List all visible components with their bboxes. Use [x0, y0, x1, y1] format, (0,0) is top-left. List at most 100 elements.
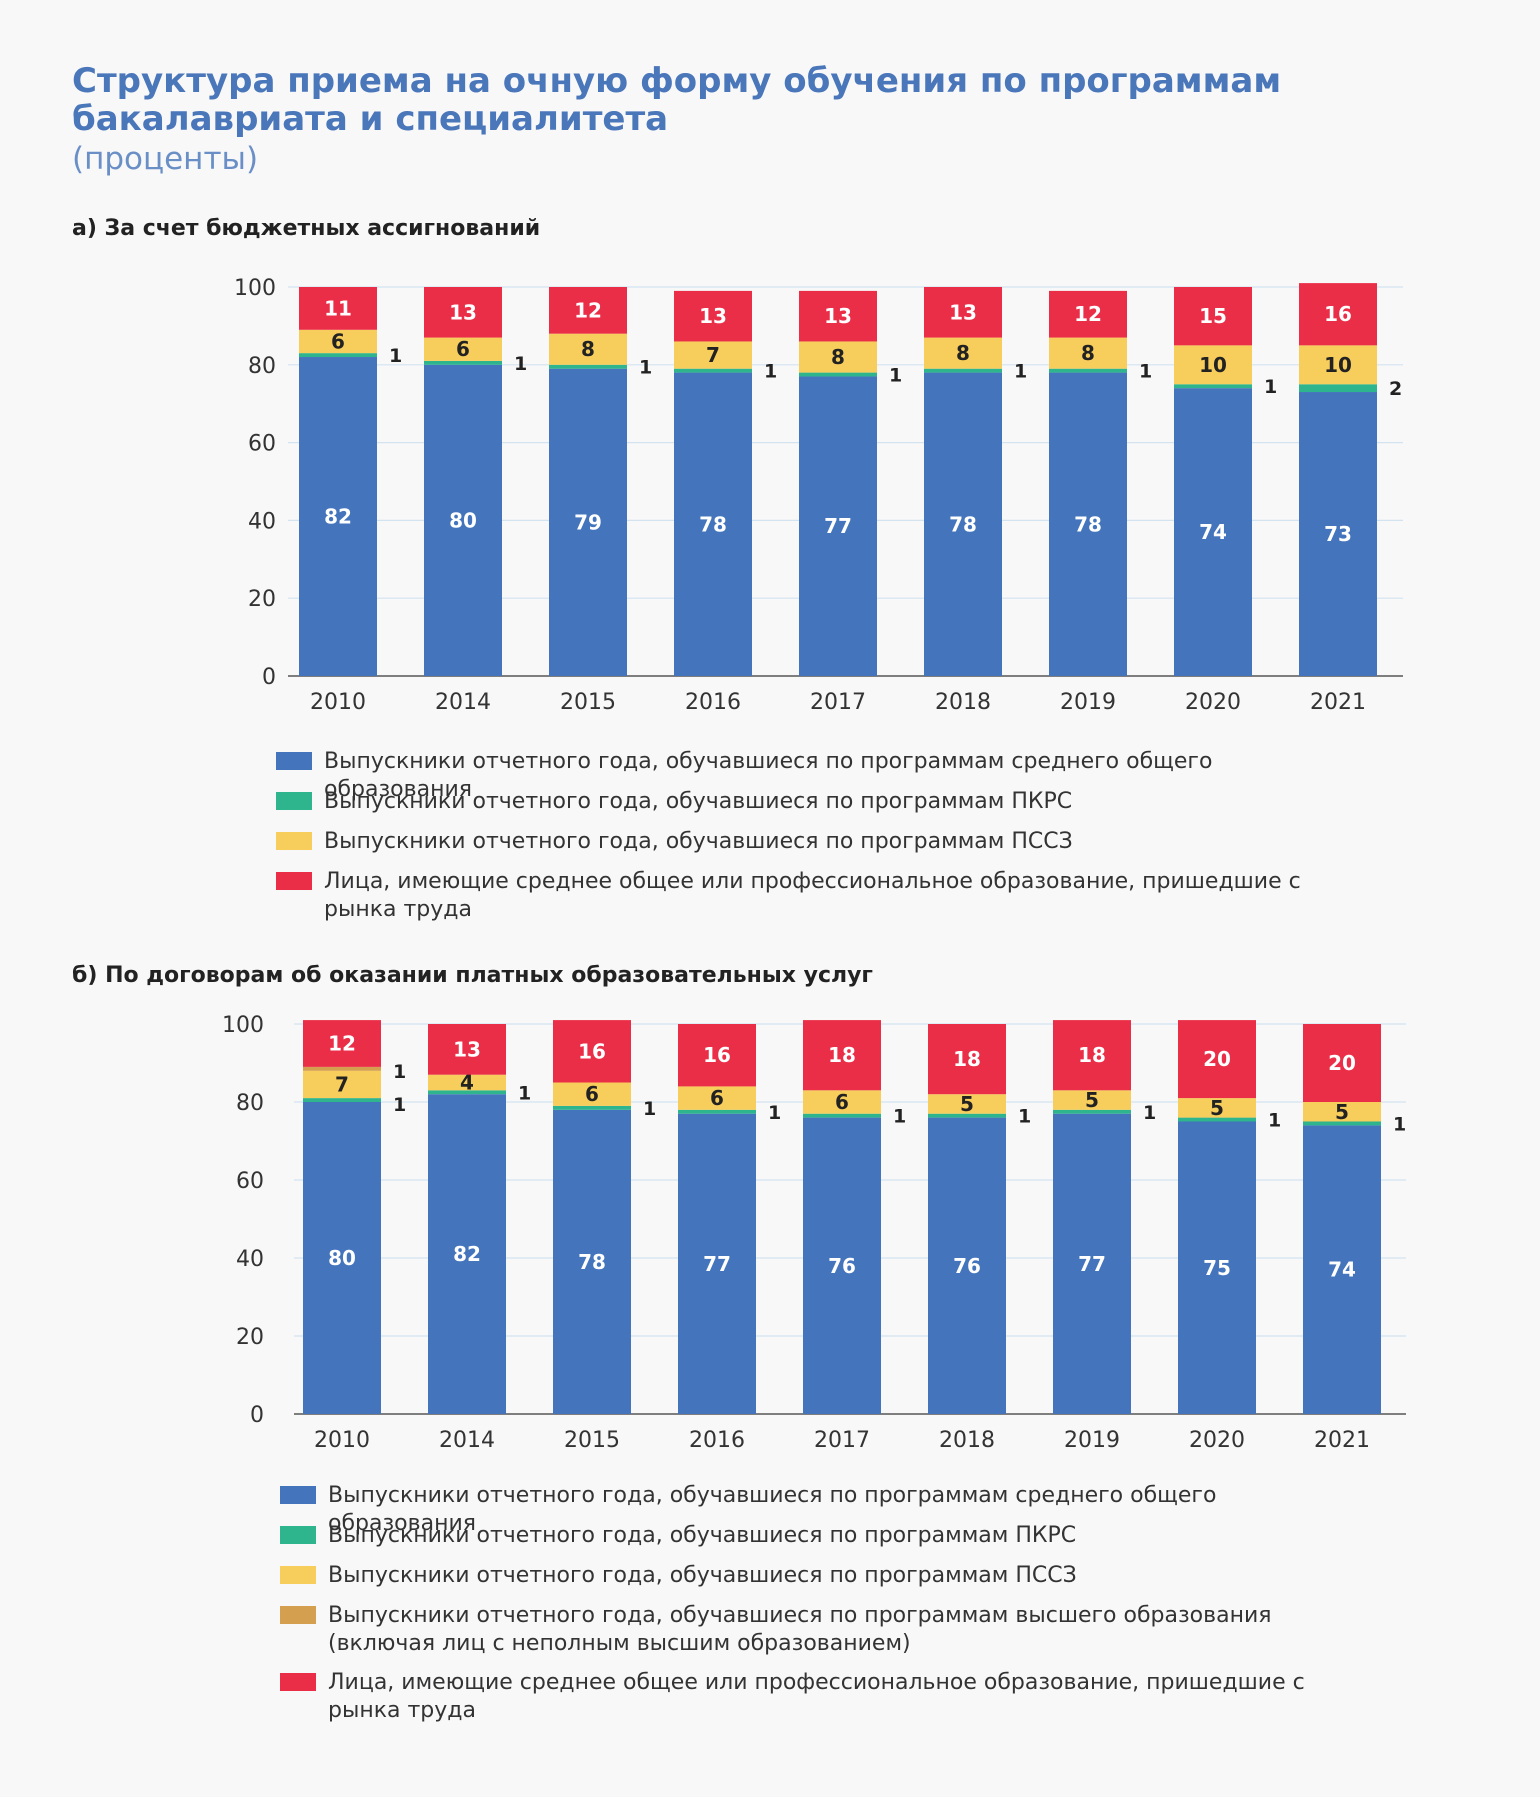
data-label: 82 — [453, 1242, 481, 1266]
bar-segment-labor — [553, 1020, 631, 1083]
y-tick-label: 0 — [262, 665, 276, 690]
bar-segment-pssz — [549, 333, 627, 365]
legend-swatch — [280, 1606, 316, 1624]
y-tick-label: 20 — [236, 1325, 264, 1350]
bar-segment-pkrs — [1303, 1121, 1381, 1126]
data-label: 10 — [1199, 353, 1227, 377]
data-label: 76 — [828, 1254, 856, 1278]
legend-label: Лица, имеющие среднее общее или професси… — [324, 869, 1301, 922]
legend-item-labor: Лица, имеющие среднее общее или професси… — [280, 1669, 1328, 1725]
y-tick-label: 20 — [248, 587, 276, 612]
bar-segment-school — [924, 372, 1002, 676]
data-label: 18 — [828, 1043, 856, 1067]
bar-segment-labor — [428, 1024, 506, 1075]
y-tick-label: 0 — [250, 1403, 264, 1428]
data-label: 1 — [1393, 1113, 1406, 1135]
data-label: 7 — [335, 1072, 349, 1096]
bar-segment-labor — [1049, 290, 1127, 338]
data-label: 20 — [1203, 1047, 1231, 1071]
bar-segment-school — [1303, 1125, 1381, 1414]
bar-segment-school — [1049, 372, 1127, 676]
data-label: 16 — [1324, 302, 1352, 326]
data-label: 79 — [574, 510, 602, 534]
data-label: 6 — [456, 337, 470, 361]
data-label: 1 — [893, 1106, 906, 1128]
bar-segment-pkrs — [1178, 1117, 1256, 1122]
x-tick-label: 2017 — [810, 690, 866, 715]
data-label: 77 — [703, 1252, 731, 1276]
legend-item-pkrs: Выпускники отчетного года, обучавшиеся п… — [280, 1522, 1328, 1550]
data-label: 1 — [393, 1061, 406, 1083]
bar-segment-pssz — [303, 1070, 381, 1099]
bar-segment-pssz — [928, 1094, 1006, 1114]
bar-segment-pkrs — [674, 368, 752, 373]
bar-segment-labor — [1303, 1024, 1381, 1102]
bar-segment-school — [553, 1109, 631, 1414]
data-label: 74 — [1199, 520, 1227, 544]
data-label: 16 — [578, 1039, 606, 1063]
chart-a: 0204060801008216112010801613201479181220… — [234, 276, 1403, 715]
bar-segment-pkrs — [549, 364, 627, 369]
data-label: 8 — [956, 341, 970, 365]
bar-segment-school — [799, 376, 877, 676]
legend-label: Выпускники отчетного года, обучавшиеся п… — [328, 1603, 1272, 1656]
data-label: 77 — [1078, 1252, 1106, 1276]
legend-label: Выпускники отчетного года, обучавшиеся п… — [324, 829, 1073, 854]
data-label: 6 — [710, 1086, 724, 1110]
data-label: 20 — [1328, 1051, 1356, 1075]
bar-segment-pkrs — [799, 372, 877, 377]
bar-segment-pssz — [1053, 1090, 1131, 1110]
bar-segment-pssz — [1178, 1098, 1256, 1118]
data-label: 73 — [1324, 522, 1352, 546]
x-tick-label: 2010 — [314, 1428, 370, 1453]
legend-swatch — [280, 1526, 316, 1544]
x-tick-label: 2014 — [435, 690, 491, 715]
panel-b-title: б) По договорам об оказании платных обра… — [72, 963, 873, 988]
bar-segment-pkrs — [1299, 384, 1377, 393]
bar-segment-labor — [1178, 1020, 1256, 1099]
bar-segment-pssz — [674, 341, 752, 369]
data-label: 1 — [1143, 1102, 1156, 1124]
bar-segment-pkrs — [428, 1090, 506, 1095]
bar-segment-school — [803, 1117, 881, 1414]
data-label: 6 — [585, 1082, 599, 1106]
data-label: 1 — [514, 353, 527, 375]
bar-segment-pkrs — [424, 360, 502, 365]
data-label: 18 — [953, 1047, 981, 1071]
bar-segment-pssz — [924, 337, 1002, 369]
bar-segment-pkrs — [553, 1105, 631, 1110]
bar-segment-pkrs — [1174, 384, 1252, 389]
x-tick-label: 2021 — [1310, 690, 1366, 715]
data-label: 78 — [949, 512, 977, 536]
data-label: 80 — [449, 508, 477, 532]
data-label: 12 — [328, 1032, 356, 1056]
y-tick-label: 60 — [248, 432, 276, 457]
x-tick-label: 2019 — [1060, 690, 1116, 715]
data-label: 13 — [449, 300, 477, 324]
bar-segment-pssz — [803, 1090, 881, 1114]
legend-label: Выпускники отчетного года, обучавшиеся п… — [328, 1483, 1217, 1536]
bar-segment-labor — [928, 1024, 1006, 1095]
data-label: 7 — [706, 343, 720, 367]
bar-segment-labor — [1299, 283, 1377, 346]
bar-segment-school — [303, 1102, 381, 1414]
data-label: 1 — [518, 1082, 531, 1104]
bar-segment-school — [549, 368, 627, 676]
chart-b: 0204060801008017112201082141320147816162… — [222, 1013, 1406, 1453]
bar-segment-pkrs — [928, 1113, 1006, 1118]
data-label: 13 — [453, 1037, 481, 1061]
data-label: 5 — [1335, 1100, 1349, 1124]
data-label: 8 — [831, 345, 845, 369]
data-label: 2 — [1389, 378, 1402, 400]
data-label: 1 — [1014, 361, 1027, 383]
x-tick-label: 2017 — [814, 1428, 870, 1453]
bar-segment-pssz — [1174, 345, 1252, 385]
x-tick-label: 2018 — [935, 690, 991, 715]
legend-item-pssz: Выпускники отчетного года, обучавшиеся п… — [280, 1562, 1328, 1590]
bar-segment-school — [678, 1113, 756, 1414]
y-tick-label: 40 — [236, 1247, 264, 1272]
data-label: 80 — [328, 1246, 356, 1270]
bar-segment-school — [424, 364, 502, 676]
legend-item-higher: Выпускники отчетного года, обучавшиеся п… — [280, 1602, 1328, 1658]
bar-segment-labor — [674, 290, 752, 342]
